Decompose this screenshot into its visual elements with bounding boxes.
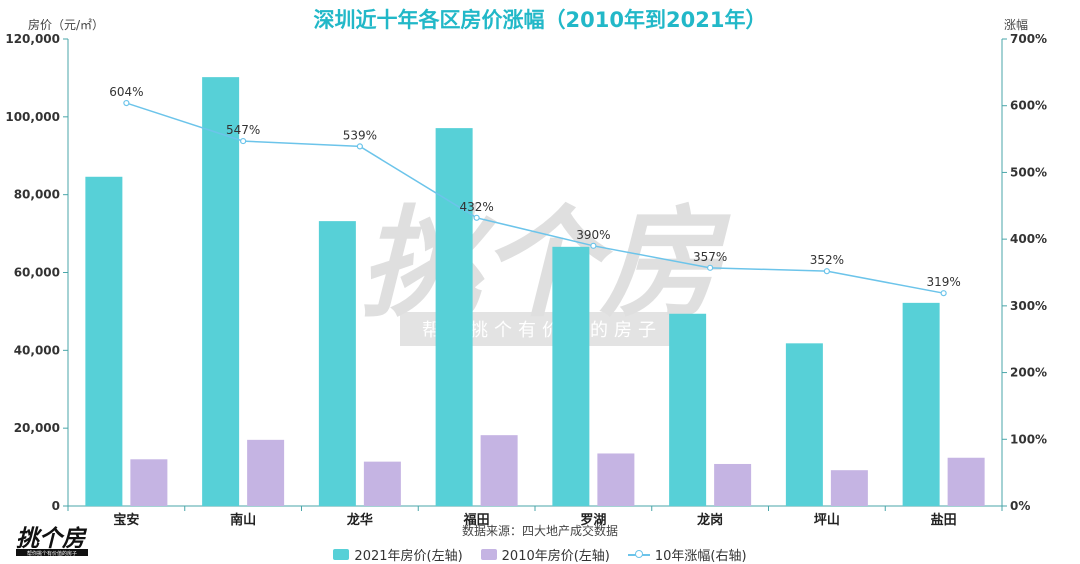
right-tick-label: 200% xyxy=(1010,366,1047,380)
growth-label: 390% xyxy=(576,228,610,242)
bar-2010 xyxy=(247,439,285,506)
left-tick-label: 0 xyxy=(52,499,60,513)
legend-label-2021: 2021年房价(左轴) xyxy=(354,549,463,564)
x-tick-label: 宝安 xyxy=(113,512,139,528)
left-tick-label: 20,000 xyxy=(14,421,60,435)
growth-label: 319% xyxy=(926,275,960,289)
x-tick-label: 福田 xyxy=(463,512,490,528)
legend-swatch-2010 xyxy=(480,549,497,560)
bar-2010 xyxy=(597,453,635,506)
left-axis-title: 房价（元/㎡） xyxy=(28,18,105,32)
right-tick-label: 700% xyxy=(1010,32,1047,46)
data-source-note: 数据来源：四大地产成交数据 xyxy=(461,524,618,538)
growth-point xyxy=(473,214,480,221)
bar-2021 xyxy=(85,176,123,506)
logo-slogan: 帮你挑个有价值的房子 xyxy=(27,550,77,557)
growth-point xyxy=(240,137,247,145)
x-tick-label: 盐田 xyxy=(931,512,957,528)
logo-slogan-band xyxy=(16,549,88,556)
logo-mark: 挑个房 帮你挑个有价值的房子 xyxy=(16,526,88,557)
legend-item-2021[interactable]: 2021年房价(左轴) xyxy=(333,545,463,564)
growth-label: 604% xyxy=(109,85,143,99)
growth-point xyxy=(707,264,714,271)
x-tick-label: 南山 xyxy=(230,512,256,528)
brand-logo: 挑个房 帮你挑个有价值的房子 xyxy=(14,522,94,562)
right-tick-label: 300% xyxy=(1010,299,1047,313)
right-tick-label: 0% xyxy=(1010,499,1030,513)
x-tick-label: 龙华 xyxy=(347,512,373,528)
right-tick-label: 500% xyxy=(1010,165,1047,179)
axes: 0 20,000 40,000 60,000 80,000 100,000 120,000 0… xyxy=(5,32,1047,528)
right-axis-title: 涨幅 xyxy=(1004,18,1029,32)
legend-swatch-2021 xyxy=(333,549,350,560)
growth-point xyxy=(356,143,363,150)
growth-label: 539% xyxy=(343,128,377,142)
bar-2021 xyxy=(902,302,940,506)
legend: 2021年房价(左轴) 2010年房价(左轴) 10年涨幅(右轴) xyxy=(0,545,1080,564)
bar-2010 xyxy=(130,459,168,506)
growth-line-path xyxy=(126,102,944,294)
growth-label: 357% xyxy=(693,250,727,264)
left-tick-label: 80,000 xyxy=(14,188,60,202)
logo-text: 挑个房 xyxy=(16,526,88,552)
bar-2010 xyxy=(363,461,401,506)
growth-label: 432% xyxy=(459,200,493,214)
left-tick-label: 60,000 xyxy=(14,266,60,280)
bar-2021 xyxy=(435,128,473,506)
left-tick-label: 100,000 xyxy=(5,110,60,124)
bar-2010 xyxy=(830,470,868,506)
bar-2010 xyxy=(714,463,752,506)
growth-label: 547% xyxy=(226,123,260,137)
growth-label: 352% xyxy=(810,253,844,267)
right-tick-label: 600% xyxy=(1010,99,1047,113)
bar-2021 xyxy=(202,77,240,506)
left-tick-label: 40,000 xyxy=(14,343,60,357)
bar-2021 xyxy=(552,246,590,506)
bar-2021 xyxy=(785,343,823,506)
bars xyxy=(85,77,985,506)
legend-label-growth: 10年涨幅(右轴) xyxy=(654,549,747,564)
growth-point xyxy=(590,242,597,249)
bar-2010 xyxy=(480,435,518,506)
x-tick-label: 龙岗 xyxy=(697,512,723,528)
right-tick-label: 400% xyxy=(1010,232,1047,246)
growth-point xyxy=(823,268,830,275)
right-tick-label: 100% xyxy=(1010,432,1047,446)
x-tick-label: 坪山 xyxy=(814,512,840,528)
watermark-text: 挑个房 xyxy=(360,195,731,334)
left-tick-label: 120,000 xyxy=(5,32,60,46)
bar-2021 xyxy=(669,313,707,506)
growth-point xyxy=(123,99,130,107)
growth-line: 604% 547% 539% 432% 390% 357% 352% 319% xyxy=(109,85,961,297)
watermark-slogan: 帮你挑个有价值的房子 xyxy=(422,320,662,341)
legend-item-growth[interactable]: 10年涨幅(右轴) xyxy=(627,545,747,564)
legend-item-2010[interactable]: 2010年房价(左轴) xyxy=(480,545,610,564)
growth-point xyxy=(940,290,947,297)
bar-2010 xyxy=(947,457,985,506)
bar-2021 xyxy=(318,221,356,506)
legend-label-2010: 2010年房价(左轴) xyxy=(501,549,610,564)
chart-title: 深圳近十年各区房价涨幅（2010年到2021年） xyxy=(313,8,767,32)
x-tick-label: 罗湖 xyxy=(580,513,606,528)
legend-swatch-growth xyxy=(627,549,650,560)
